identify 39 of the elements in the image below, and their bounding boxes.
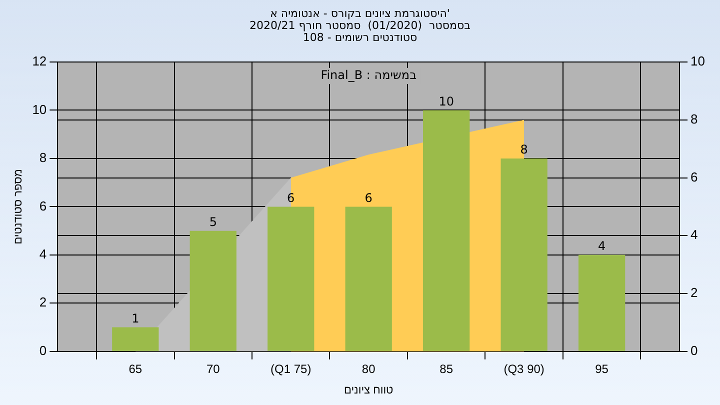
bar	[345, 206, 392, 351]
y2-tick-label: 6	[690, 169, 698, 184]
y-tick-label: 8	[39, 150, 47, 166]
x-tick-label: 85	[440, 362, 454, 376]
data-label: 6	[364, 190, 372, 205]
x-tick-label: 65	[128, 362, 142, 376]
chart-title: 'היסטוגרמת ציונים בקורס - אנטומיה א	[269, 7, 451, 20]
data-label: 1	[132, 311, 140, 326]
data-label: 5	[209, 214, 217, 229]
x-tick-label: 95	[595, 362, 609, 376]
data-label: 4	[598, 239, 606, 254]
y2-tick-label: 10	[690, 54, 706, 69]
y-tick-label: 6	[39, 198, 47, 214]
data-label: 8	[520, 142, 528, 157]
y-tick-label: 12	[32, 54, 47, 69]
data-label: 10	[438, 94, 454, 108]
bar	[190, 230, 236, 351]
y-tick-label: 10	[32, 102, 47, 117]
y2-tick-label: 4	[690, 227, 698, 242]
y-axis-title: מספר סטודנטים	[12, 169, 25, 244]
data-label: 6	[287, 190, 295, 205]
x-tick-label: (Q3 90)	[504, 362, 544, 376]
x-axis-title: טווח ציונים	[344, 384, 394, 396]
bar	[578, 254, 626, 351]
y2-tick-label: 2	[690, 285, 698, 300]
x-tick-label: 70	[206, 362, 220, 376]
bar	[423, 110, 470, 351]
annotation: במשימה : Final_B	[320, 68, 417, 82]
x-tick-label: (Q1 75)	[270, 362, 312, 376]
y-tick-label: 4	[39, 246, 47, 262]
bar	[268, 206, 314, 351]
bar	[500, 158, 548, 351]
y-tick-label: 2	[39, 294, 47, 310]
bar	[112, 327, 159, 351]
chart-subtitle: בסמסטר (01/2020) סמסטר חורף 2020/21 סטודנטים רשומים - 108	[248, 19, 472, 44]
x-tick-label: 80	[362, 362, 376, 376]
y2-tick-label: 0	[690, 342, 698, 358]
y-tick-label: 0	[39, 342, 47, 358]
y2-tick-label: 8	[690, 111, 698, 126]
